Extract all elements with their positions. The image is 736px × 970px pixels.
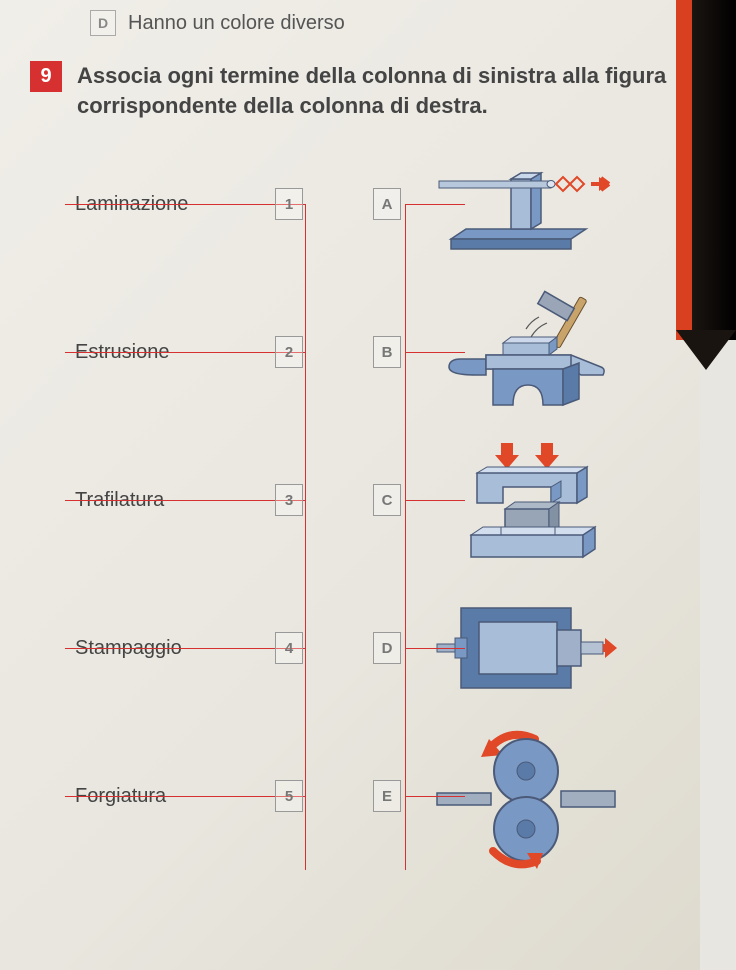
term-number-box[interactable]: 1 [275,188,303,220]
figure-letter-box[interactable]: A [373,188,401,220]
option-letter-box: D [90,10,116,36]
matching-grid: Laminazione 1 A Estrusione 2 B [65,130,670,870]
connector-line [405,796,465,797]
connector-line [65,648,305,649]
question-text: Associa ogni termine della colonna di si… [77,61,670,120]
term-number-box[interactable]: 5 [275,780,303,812]
question-block: 9 Associa ogni termine della colonna di … [30,61,670,120]
figure-letter-box[interactable]: D [373,632,401,664]
connector-line [405,500,465,501]
connector-line [65,500,305,501]
connector-line [405,352,465,353]
figure-letter-box[interactable]: C [373,484,401,516]
option-text: Hanno un colore diverso [128,12,345,35]
term-number-box[interactable]: 4 [275,632,303,664]
bracket-line-left [305,204,306,870]
bracket-line-right [405,204,406,870]
connector-line [65,204,305,205]
connector-line [65,352,305,353]
figure-letter-box[interactable]: E [373,780,401,812]
question-number: 9 [30,61,62,92]
figure-letter-box[interactable]: B [373,336,401,368]
connector-line [65,796,305,797]
connector-line [405,648,465,649]
previous-option-row: D Hanno un colore diverso [90,10,670,36]
term-number-box[interactable]: 3 [275,484,303,516]
pencil-edge [676,0,736,340]
connector-line [405,204,465,205]
term-number-box[interactable]: 2 [275,336,303,368]
